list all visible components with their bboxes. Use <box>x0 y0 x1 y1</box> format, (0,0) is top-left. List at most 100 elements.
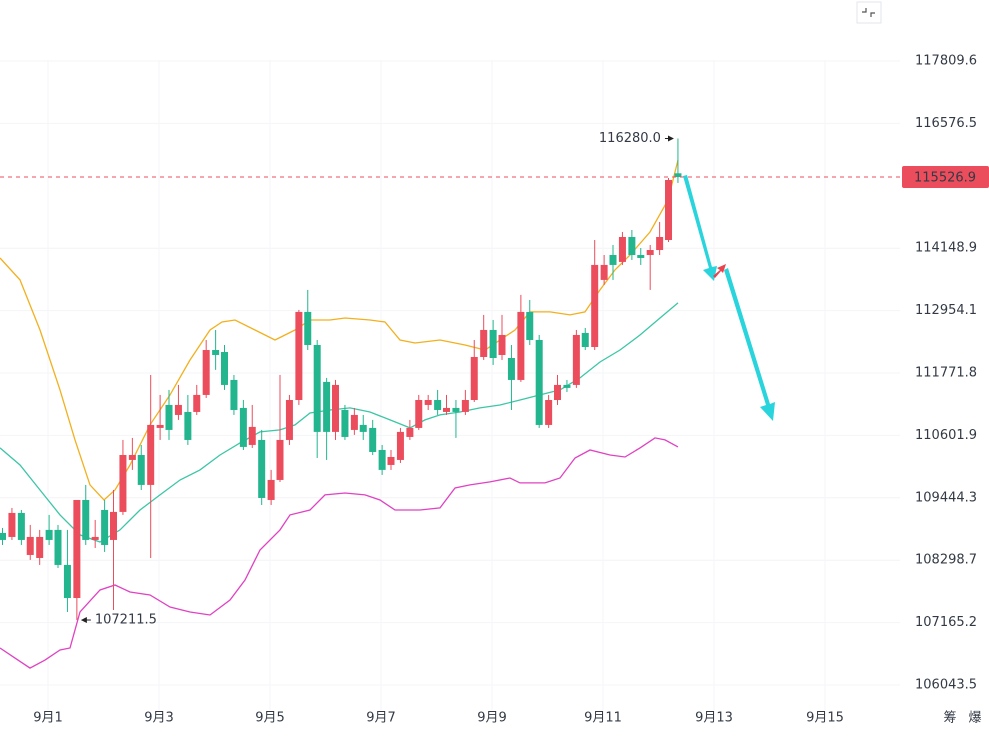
x-tick-label: 9月5 <box>255 711 285 726</box>
candle-body <box>637 255 645 258</box>
candle-body <box>396 431 404 460</box>
fullscreen-button[interactable] <box>856 1 882 24</box>
candle-body <box>0 532 6 540</box>
y-tick-label: 112954.1 <box>915 303 977 318</box>
x-tick-label: 9月1 <box>33 711 63 726</box>
footer-button[interactable]: 爆 <box>968 711 981 726</box>
candle-body <box>656 236 664 251</box>
candle-body <box>359 424 367 432</box>
candle-body <box>45 529 53 540</box>
y-tick-label: 111771.8 <box>915 365 977 380</box>
annotation-label: 116280.0 <box>599 131 661 146</box>
candle-body <box>535 339 543 425</box>
band-line <box>0 437 679 669</box>
x-tick-label: 9月13 <box>695 711 733 726</box>
last-price-label: 115526.9 <box>914 171 976 186</box>
candle-body <box>17 512 25 540</box>
candle-body <box>258 439 266 498</box>
candle-body <box>285 400 293 440</box>
button-frame[interactable] <box>856 1 882 24</box>
candle-body <box>581 332 589 347</box>
candle-body <box>591 264 599 347</box>
x-tick-label: 9月15 <box>806 711 844 726</box>
candle-body <box>147 424 155 485</box>
candle-body <box>54 529 62 565</box>
candle-body <box>480 329 488 357</box>
y-tick-label: 106043.5 <box>915 677 977 692</box>
arrow-down-2 <box>724 268 775 421</box>
y-tick-label: 114148.9 <box>915 241 977 256</box>
candle-body <box>572 334 580 385</box>
candle-body <box>156 424 164 428</box>
x-tick-label: 9月3 <box>144 711 174 726</box>
y-tick-label: 108298.7 <box>915 553 977 568</box>
y-tick-label: 117809.6 <box>915 54 977 69</box>
candle-body <box>600 264 608 280</box>
candle-body <box>174 404 182 415</box>
candle-body <box>119 454 127 512</box>
candle-body <box>526 311 534 340</box>
y-tick-label: 110601.9 <box>915 428 977 443</box>
candle-body <box>665 179 673 240</box>
candle-body <box>128 454 136 460</box>
candle-body <box>489 329 497 358</box>
candle-body <box>165 404 173 430</box>
candle-body <box>424 400 432 405</box>
candle-body <box>350 414 358 430</box>
candle-body <box>212 350 220 355</box>
candle-body <box>63 564 71 599</box>
candle-body <box>406 427 414 437</box>
arrow-down-1 <box>683 175 717 281</box>
candle-body <box>387 456 395 465</box>
y-tick-label: 109444.3 <box>915 490 977 505</box>
x-tick-label: 9月11 <box>584 711 622 726</box>
candle-body <box>239 407 247 447</box>
candle-body <box>646 250 654 256</box>
candle-body <box>415 400 423 428</box>
candle-body <box>276 439 284 480</box>
candle-body <box>193 394 201 412</box>
candle-body <box>470 356 478 401</box>
candle-body <box>248 426 256 445</box>
candle-body <box>618 236 626 262</box>
candles-layer <box>0 138 682 621</box>
candle-body <box>323 381 331 432</box>
candle-body <box>313 344 321 432</box>
footer-button[interactable]: 筹 <box>943 710 956 726</box>
candle-body <box>498 334 506 355</box>
candle-body <box>369 427 377 452</box>
candle-body <box>674 173 682 178</box>
candle-body <box>230 379 238 410</box>
candle-body <box>341 409 349 437</box>
candle-body <box>434 400 442 410</box>
candle-body <box>8 512 16 537</box>
x-tick-label: 9月7 <box>366 711 396 726</box>
button-icon <box>862 8 875 17</box>
candle-body <box>517 311 525 380</box>
candle-body <box>36 536 44 558</box>
candle-body <box>554 384 562 401</box>
candle-body <box>82 499 90 540</box>
band-line <box>0 159 679 501</box>
x-tick-label: 9月9 <box>477 711 507 726</box>
annotation-label: 107211.5 <box>95 613 157 628</box>
candle-body <box>137 454 145 485</box>
candle-body <box>563 384 571 388</box>
candle-body <box>267 479 275 500</box>
candle-body <box>184 411 192 440</box>
arrow-up <box>713 264 726 278</box>
candle-body <box>332 384 340 432</box>
candle-body <box>507 357 515 380</box>
candle-body <box>628 236 636 256</box>
candle-body <box>73 499 81 599</box>
y-tick-label: 107165.2 <box>915 615 977 630</box>
candle-body <box>609 255 617 265</box>
candle-body <box>202 350 210 395</box>
candle-body <box>452 407 460 412</box>
candle-body <box>221 352 229 385</box>
candle-body <box>109 511 117 540</box>
candle-body <box>443 407 451 412</box>
forecast-arrows <box>683 175 775 421</box>
candle-body <box>378 449 386 470</box>
